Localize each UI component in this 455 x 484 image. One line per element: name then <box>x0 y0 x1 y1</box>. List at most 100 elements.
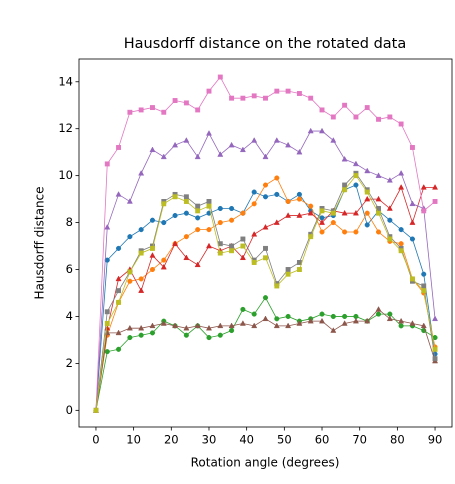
point <box>274 175 280 181</box>
point <box>262 182 269 188</box>
point <box>115 329 122 336</box>
x-axis-label: Rotation angle (degrees) <box>191 456 340 470</box>
point <box>398 121 404 127</box>
point <box>160 320 167 326</box>
point <box>387 217 393 223</box>
point <box>296 91 302 96</box>
point <box>263 245 268 251</box>
point <box>217 250 223 256</box>
point <box>206 227 212 233</box>
point <box>183 100 189 106</box>
point <box>274 191 280 197</box>
point <box>116 245 122 251</box>
point <box>127 234 133 240</box>
point <box>342 102 348 108</box>
y-tick-label: 6 <box>66 262 73 276</box>
point <box>229 248 235 254</box>
point <box>330 210 336 216</box>
point <box>229 327 235 334</box>
point <box>161 220 167 226</box>
point <box>307 209 314 216</box>
point <box>205 324 213 331</box>
point <box>432 346 438 352</box>
x-tick-label: 90 <box>428 433 443 447</box>
point <box>115 275 122 282</box>
point <box>262 295 269 301</box>
point <box>398 227 404 233</box>
point <box>229 205 235 212</box>
point <box>161 201 167 207</box>
point <box>421 208 427 214</box>
point <box>387 114 393 120</box>
point <box>319 107 325 113</box>
point <box>274 88 280 94</box>
point <box>217 74 223 80</box>
point <box>138 332 144 338</box>
point <box>386 205 393 211</box>
point <box>364 105 370 111</box>
point <box>251 201 257 207</box>
point <box>217 205 223 212</box>
point <box>205 130 213 136</box>
point <box>342 182 348 188</box>
point <box>127 109 133 115</box>
point <box>115 191 122 197</box>
point <box>138 250 144 256</box>
point <box>352 317 359 324</box>
point <box>172 98 178 103</box>
point <box>330 114 336 120</box>
point <box>172 212 178 219</box>
point <box>375 306 382 312</box>
point <box>251 311 257 317</box>
point <box>398 248 404 254</box>
point <box>341 320 348 326</box>
point <box>352 209 359 216</box>
point <box>285 267 291 272</box>
point <box>296 148 303 155</box>
point <box>409 219 416 225</box>
point <box>195 208 201 214</box>
point <box>364 222 370 228</box>
point <box>296 212 303 218</box>
point <box>376 116 381 122</box>
point <box>342 313 348 320</box>
point <box>375 195 382 202</box>
point <box>229 243 235 249</box>
point <box>262 153 269 160</box>
point <box>149 322 156 329</box>
point <box>229 217 235 223</box>
point <box>273 137 280 143</box>
point <box>375 172 382 178</box>
point <box>375 229 382 235</box>
point <box>274 316 280 322</box>
point <box>307 127 314 134</box>
point <box>398 317 405 324</box>
point <box>341 155 348 162</box>
point <box>127 269 133 275</box>
point <box>432 184 439 190</box>
y-tick-label: 0 <box>66 403 73 417</box>
point <box>104 321 110 326</box>
point <box>330 313 336 320</box>
point <box>161 257 167 263</box>
point <box>285 313 291 320</box>
point <box>364 189 370 195</box>
point <box>319 311 325 317</box>
point <box>239 146 246 153</box>
point <box>183 194 189 200</box>
point <box>318 219 326 225</box>
x-tick-label: 20 <box>164 433 179 447</box>
point <box>183 324 190 331</box>
point <box>194 153 201 160</box>
point <box>285 198 291 205</box>
point <box>432 356 438 362</box>
point <box>239 254 246 261</box>
x-tick-label: 80 <box>390 433 405 447</box>
point <box>251 322 258 329</box>
point <box>296 320 303 326</box>
point <box>229 95 235 101</box>
point <box>353 173 359 179</box>
point <box>420 322 427 329</box>
point <box>421 288 427 294</box>
y-tick-label: 8 <box>66 215 73 229</box>
